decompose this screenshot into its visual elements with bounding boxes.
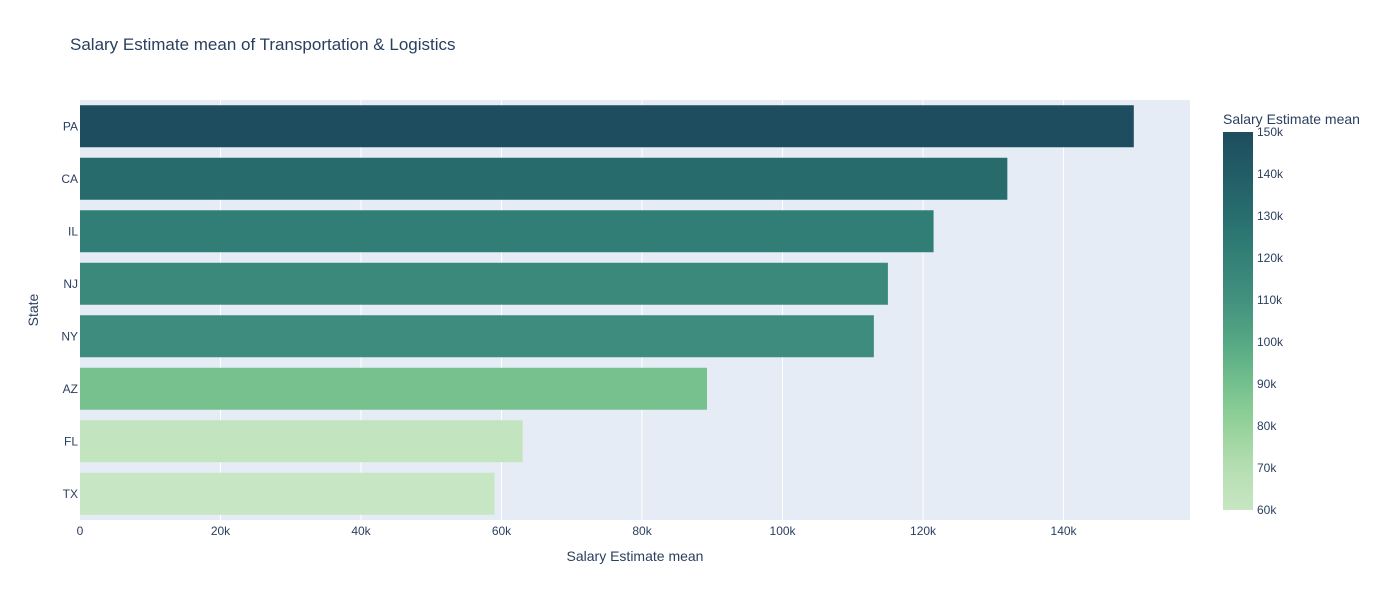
y-tick-label: PA bbox=[63, 119, 78, 133]
x-tick-label: 20k bbox=[211, 524, 231, 538]
colorbar-tick-label: 100k bbox=[1257, 335, 1284, 349]
colorbar-tick-label: 80k bbox=[1257, 419, 1277, 433]
bar-nj bbox=[80, 262, 888, 305]
bar-il bbox=[80, 210, 934, 253]
y-tick-label: IL bbox=[68, 224, 78, 238]
colorbar-tick-label: 140k bbox=[1257, 167, 1284, 181]
y-tick-label: NJ bbox=[63, 277, 78, 291]
bar-ca bbox=[80, 157, 1008, 200]
bar-fl bbox=[80, 420, 523, 463]
colorbar-tick-label: 120k bbox=[1257, 251, 1284, 265]
y-tick-label: NY bbox=[61, 329, 78, 343]
y-tick-label: CA bbox=[61, 172, 78, 186]
colorbar-tick-label: 130k bbox=[1257, 209, 1284, 223]
colorbar-tick-label: 90k bbox=[1257, 377, 1277, 391]
x-axis-title: Salary Estimate mean bbox=[567, 548, 704, 564]
x-tick-label: 80k bbox=[632, 524, 652, 538]
colorbar bbox=[1223, 132, 1253, 510]
x-tick-label: 40k bbox=[351, 524, 371, 538]
x-tick-label: 140k bbox=[1051, 524, 1078, 538]
bar-az bbox=[80, 367, 708, 410]
colorbar-tick-label: 110k bbox=[1257, 293, 1283, 307]
bar-pa bbox=[80, 105, 1134, 148]
x-tick-label: 100k bbox=[770, 524, 797, 538]
colorbar-tick-label: 60k bbox=[1257, 503, 1277, 517]
x-axis-ticks: 0 20k 40k 60k 80k 100k 120k 140k bbox=[77, 524, 1078, 538]
x-tick-label: 0 bbox=[77, 524, 84, 538]
colorbar-ticks: 60k 70k 80k 90k 100k 110k 120k 130k 140k 150k bbox=[1257, 125, 1284, 517]
bar-tx bbox=[80, 472, 495, 515]
colorbar-tick-label: 150k bbox=[1257, 125, 1284, 139]
x-tick-label: 60k bbox=[492, 524, 512, 538]
x-tick-label: 120k bbox=[910, 524, 937, 538]
y-axis-title: State bbox=[25, 293, 41, 326]
y-tick-label: AZ bbox=[63, 382, 78, 396]
colorbar-title: Salary Estimate mean bbox=[1223, 111, 1360, 127]
y-tick-label: FL bbox=[64, 434, 78, 448]
y-axis-ticks: PA CA IL NJ NY AZ FL TX bbox=[61, 119, 78, 501]
chart-title: Salary Estimate mean of Transportation &… bbox=[70, 35, 456, 54]
bars bbox=[80, 105, 1134, 515]
y-tick-label: TX bbox=[63, 487, 78, 501]
bar-ny bbox=[80, 315, 874, 358]
colorbar-tick-label: 70k bbox=[1257, 461, 1277, 475]
